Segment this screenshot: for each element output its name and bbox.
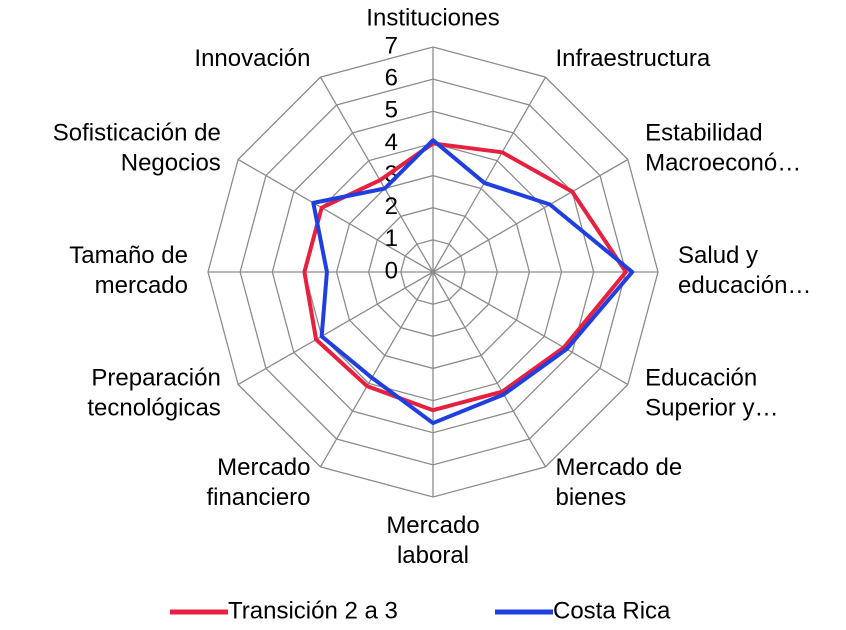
category-label: Tamaño de mercado [69, 242, 188, 299]
r-tick-label: 0 [385, 257, 398, 284]
category-label: Estabilidad Macroeconó… [645, 120, 801, 177]
category-label: Instituciones [366, 4, 499, 31]
category-label: Mercado de bienes [556, 455, 683, 512]
spoke [432, 271, 547, 468]
r-tick-label: 1 [385, 225, 398, 252]
spoke [432, 158, 629, 273]
legend-label: Transición 2 a 3 [228, 597, 398, 624]
spoke [237, 271, 434, 386]
r-tick-label: 4 [385, 129, 398, 156]
category-label: Educación Superior y… [645, 365, 778, 422]
r-tick-label: 7 [385, 32, 398, 59]
category-label: Innovación [194, 45, 310, 72]
category-label: Preparación tecnológicas [87, 365, 220, 422]
spoke [432, 271, 629, 386]
legend-label: Costa Rica [553, 597, 671, 624]
category-label: Infraestructura [556, 45, 711, 72]
category-label: Mercado laboral [386, 512, 479, 569]
r-tick-label: 2 [385, 193, 398, 220]
category-label: Salud y educación… [678, 242, 811, 299]
r-tick-label: 5 [385, 97, 398, 124]
spoke [319, 76, 434, 273]
series-line [302, 141, 628, 413]
category-label: Sofisticación de Negocios [53, 120, 221, 177]
spoke [237, 158, 434, 273]
category-label: Mercado financiero [206, 455, 310, 512]
r-tick-label: 6 [385, 64, 398, 91]
spoke [319, 271, 434, 468]
spoke [432, 76, 547, 273]
series-line [311, 138, 635, 426]
